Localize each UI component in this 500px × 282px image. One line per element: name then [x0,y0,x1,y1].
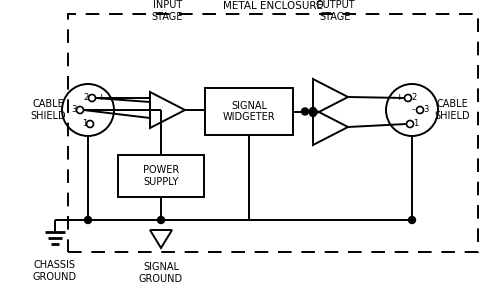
Circle shape [310,107,316,114]
Text: -: - [85,105,88,114]
Circle shape [408,217,416,224]
Text: 2: 2 [411,92,416,102]
Text: METAL ENCLOSURE: METAL ENCLOSURE [223,1,323,11]
Text: 1: 1 [413,120,418,129]
Text: 1: 1 [82,120,87,129]
Text: SIGNAL
GROUND: SIGNAL GROUND [139,262,183,282]
Circle shape [84,217,91,224]
Text: CABLE
SHIELD: CABLE SHIELD [434,99,470,121]
Bar [205,88,293,135]
Text: 3: 3 [72,105,77,114]
Text: +: + [97,94,104,102]
Text: 3: 3 [423,105,428,114]
Text: CHASSIS
GROUND: CHASSIS GROUND [33,260,77,282]
Text: 2: 2 [84,92,89,102]
Text: +: + [396,94,403,102]
Circle shape [310,109,316,116]
Circle shape [158,217,164,224]
Bar [68,14,478,252]
Text: CABLE
SHIELD: CABLE SHIELD [30,99,66,121]
Text: OUTPUT
STAGE: OUTPUT STAGE [316,0,356,22]
Text: INPUT
STAGE: INPUT STAGE [152,0,183,22]
Text: SIGNAL
WIDGETER: SIGNAL WIDGETER [222,101,276,122]
Bar [118,155,204,197]
Text: POWER
SUPPLY: POWER SUPPLY [143,165,179,187]
Circle shape [302,108,308,115]
Text: -: - [412,105,415,114]
